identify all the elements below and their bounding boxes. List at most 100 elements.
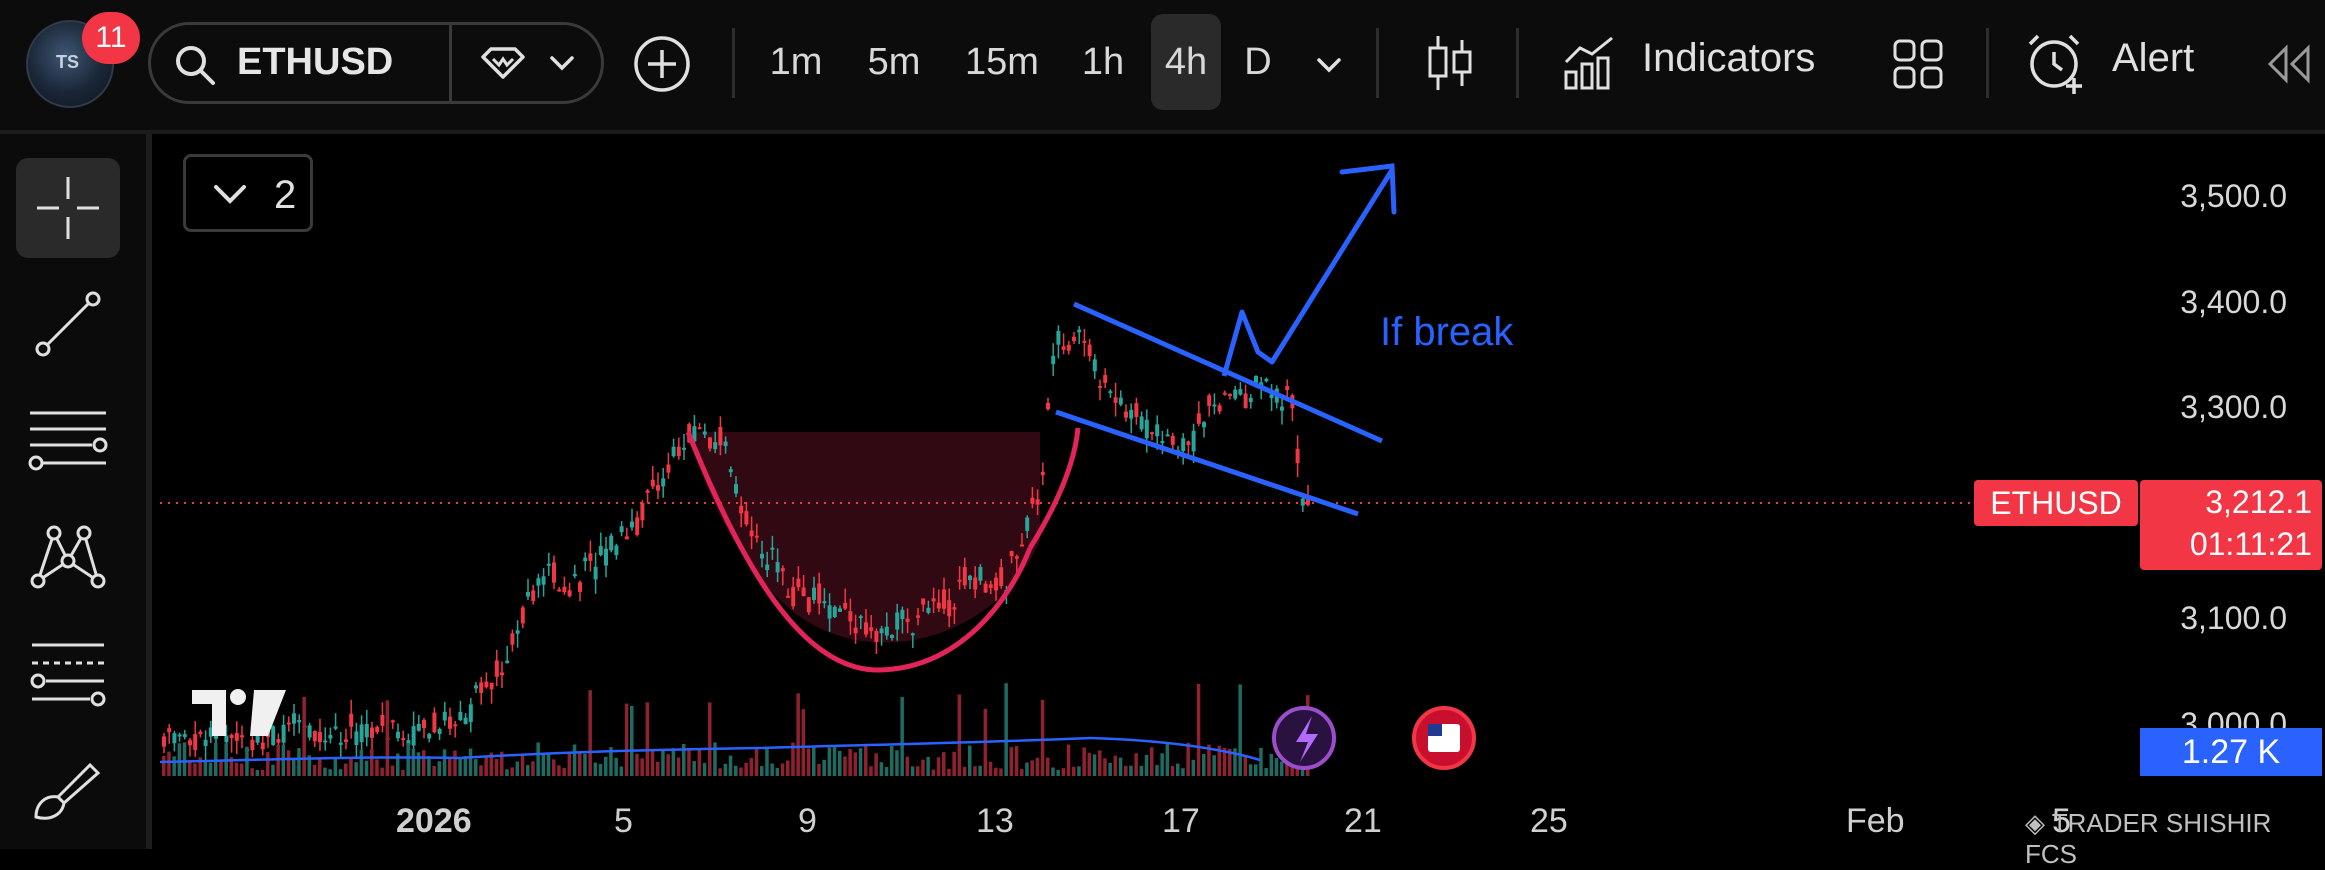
add-circle-icon[interactable] — [632, 34, 692, 94]
timeframe-4h[interactable]: 4h — [1151, 14, 1221, 110]
candle-body — [1077, 329, 1082, 333]
volume-bar — [718, 768, 722, 776]
volume-bar — [650, 748, 655, 776]
candle-body — [1025, 517, 1030, 531]
candle-body — [1254, 375, 1258, 383]
volume-bar — [234, 762, 239, 776]
candle-body — [640, 502, 645, 521]
volume-bar — [1150, 747, 1154, 776]
volume-bar — [687, 747, 691, 776]
volume-bar — [510, 767, 514, 776]
volume-bar — [942, 752, 946, 776]
volume-bar — [754, 747, 759, 776]
volume-bar — [947, 768, 951, 776]
volume-bar — [968, 745, 972, 776]
candle-body — [806, 597, 811, 613]
indicators-chart-icon[interactable] — [1562, 34, 1618, 92]
volume-bar — [401, 769, 405, 776]
crosshair-tool[interactable] — [16, 158, 120, 258]
volume-bar — [1202, 753, 1206, 776]
crosshair-icon — [37, 177, 99, 239]
volume-bar — [1139, 765, 1144, 776]
volume-bar — [380, 767, 384, 776]
candle-body — [936, 602, 941, 609]
volume-bar — [609, 747, 613, 776]
candle-body — [297, 720, 302, 723]
price-axis-label: 3,100.0 — [2180, 600, 2287, 636]
volume-bar — [656, 761, 660, 776]
candle-body — [1207, 395, 1212, 407]
toolbar-divider — [732, 28, 735, 98]
indicators-button[interactable]: Indicators — [1642, 36, 1816, 80]
candle-body — [328, 735, 333, 739]
volume-bar — [1009, 747, 1014, 776]
layout-grid-icon[interactable] — [1892, 38, 1944, 90]
volume-bar — [780, 763, 785, 776]
candle-body — [1196, 413, 1201, 424]
trend-line-tool[interactable] — [16, 274, 120, 374]
volume-bar — [1014, 746, 1019, 776]
candle-body — [1280, 406, 1284, 411]
volume-bar — [702, 763, 707, 776]
date-axis-label: 5 — [2052, 802, 2071, 840]
chevron-down-icon[interactable] — [547, 51, 577, 75]
candle-body — [905, 618, 910, 622]
symbol-search[interactable]: ETHUSD — [148, 22, 604, 104]
volume-bar — [796, 693, 800, 776]
candle-body — [1056, 330, 1061, 345]
candle-body — [1124, 411, 1128, 418]
volume-bar — [333, 758, 338, 776]
volume-bar — [1280, 761, 1284, 776]
timeframe-chevron-down-icon[interactable] — [1314, 54, 1344, 76]
candle-body — [448, 716, 452, 729]
alarm-clock-icon[interactable] — [2024, 30, 2088, 96]
timeframe-1h[interactable]: 1h — [1081, 41, 1125, 83]
candle-body — [1228, 393, 1232, 396]
candles-icon[interactable] — [1424, 32, 1476, 94]
volume-bar — [427, 756, 431, 776]
candle-body — [775, 562, 780, 573]
volume-bar — [1020, 769, 1024, 776]
symbol-name[interactable]: ETHUSD — [237, 41, 394, 83]
candle-body — [1181, 438, 1186, 451]
volume-bar — [869, 766, 873, 776]
candle-body — [910, 633, 915, 636]
alert-button[interactable]: Alert — [2112, 36, 2195, 80]
brush-tool[interactable] — [16, 738, 120, 838]
volume-bar — [838, 750, 842, 776]
volume-bar — [682, 743, 686, 776]
candle-body — [630, 521, 634, 528]
volume-bar — [1176, 763, 1180, 776]
candle-body — [1092, 359, 1097, 372]
diamond-icon[interactable] — [477, 45, 529, 81]
fib-tool[interactable] — [16, 622, 120, 722]
legend-toggle[interactable]: 2 — [183, 154, 313, 232]
timeframe-5m[interactable]: 5m — [867, 41, 921, 83]
price-chart[interactable] — [0, 0, 2325, 849]
volume-bar — [1098, 750, 1102, 776]
volume-bar — [260, 769, 265, 776]
toolbar-divider — [1516, 28, 1519, 98]
volume-bar — [494, 758, 499, 776]
volume-bar — [344, 763, 348, 776]
candle-body — [307, 725, 312, 738]
volume-bar — [786, 760, 790, 776]
symbol-price-tag: ETHUSD — [1974, 480, 2138, 526]
timeframe-d[interactable]: D — [1244, 41, 1272, 83]
volume-bar — [1274, 758, 1279, 776]
horizontal-lines-icon — [28, 411, 108, 471]
candle-body — [884, 626, 889, 636]
collapse-arrows-icon[interactable] — [2264, 44, 2316, 84]
volume-bar — [162, 755, 166, 776]
timeframe-1m[interactable]: 1m — [769, 41, 823, 83]
candle-body — [286, 722, 291, 725]
horizontal-lines-tool[interactable] — [16, 390, 120, 490]
volume-bar — [349, 758, 353, 776]
timeframe-15m[interactable]: 15m — [965, 41, 1039, 83]
pattern-tool[interactable] — [16, 506, 120, 606]
volume-bar — [822, 759, 826, 776]
volume-bar — [957, 694, 962, 776]
volume-bar — [406, 743, 410, 776]
candle-body — [578, 582, 582, 592]
volume-bar — [442, 749, 447, 776]
